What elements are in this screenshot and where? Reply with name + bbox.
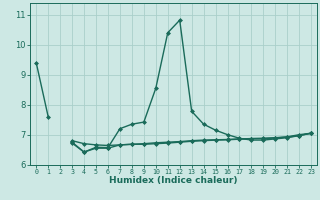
X-axis label: Humidex (Indice chaleur): Humidex (Indice chaleur) [109,176,238,185]
